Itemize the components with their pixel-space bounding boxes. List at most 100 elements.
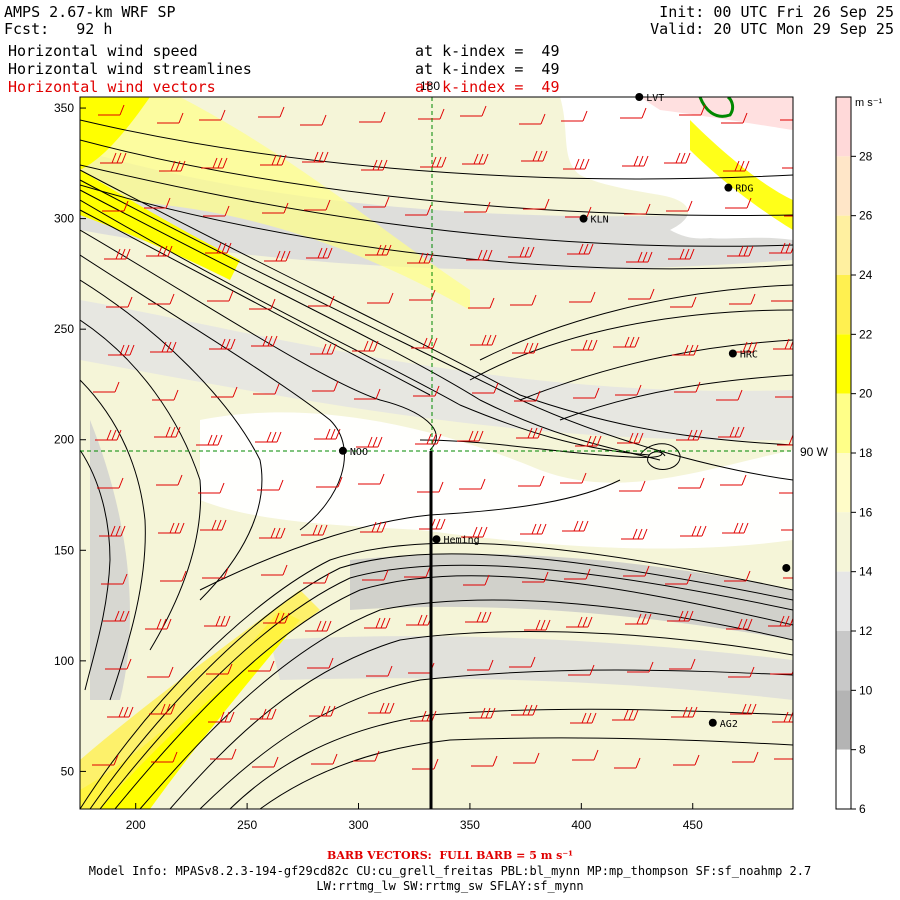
wind-barb <box>510 294 537 306</box>
colorbar-tick-label: 28 <box>859 149 873 163</box>
wind-barb <box>205 242 232 254</box>
streamline <box>80 199 651 456</box>
wind-barb <box>366 665 393 677</box>
wind-barb <box>567 243 594 255</box>
wind-barb <box>728 666 755 678</box>
wind-barb <box>211 386 238 398</box>
wind-barb <box>782 167 793 169</box>
wind-barb <box>261 564 288 576</box>
forecast-hours: Fcst: 92 h <box>4 21 112 38</box>
colorbar-tick-label: 6 <box>859 802 866 816</box>
wind-barb <box>264 250 291 262</box>
wind-barb <box>149 703 176 715</box>
streamline <box>169 631 793 809</box>
wind-barb <box>571 339 598 351</box>
wind-barb <box>727 245 754 257</box>
wind-barb <box>263 612 290 624</box>
wind-barb <box>199 109 226 121</box>
wind-barb <box>465 611 492 623</box>
wind-barb <box>780 119 793 121</box>
wind-barb <box>512 342 539 354</box>
y-tick-label: 300 <box>54 212 74 226</box>
y-tick-label: 150 <box>54 543 74 557</box>
wind-barb <box>459 478 486 490</box>
wind-barb <box>95 429 122 441</box>
wind-barb <box>206 663 233 675</box>
wind-barb <box>310 343 337 355</box>
wind-barb <box>774 758 793 760</box>
wind-barb <box>405 204 432 216</box>
colorbar-swatch <box>836 156 851 216</box>
wind-barb <box>208 711 235 723</box>
wind-barb <box>365 244 392 256</box>
y-tick-label: 200 <box>54 433 74 447</box>
wind-barb <box>468 297 495 309</box>
station-marker <box>338 446 347 455</box>
wind-barb <box>523 198 550 210</box>
y-tick-label: 250 <box>54 322 74 336</box>
wind-barb <box>361 159 388 171</box>
colorbar-swatch <box>836 215 851 275</box>
station-marker <box>728 349 737 358</box>
wind-barb <box>248 660 275 672</box>
wind-barb <box>471 755 498 767</box>
wind-barb <box>730 703 757 715</box>
wind-barb <box>516 427 543 439</box>
streamline <box>89 553 793 809</box>
wind-barb <box>560 472 587 484</box>
barb-legend: BARB VECTORS: FULL BARB = 5 m s⁻¹ <box>0 848 900 863</box>
wind-barb <box>680 525 707 537</box>
streamline <box>80 164 793 247</box>
wind-barb <box>160 570 187 582</box>
wind-barb <box>612 709 639 721</box>
wind-barb <box>252 756 279 768</box>
streamline <box>80 189 661 461</box>
wind-barb <box>196 434 223 446</box>
colorbar-tick-label: 8 <box>859 743 866 757</box>
wind-barb <box>356 436 383 448</box>
wind-barb <box>152 389 179 401</box>
wind-barb <box>461 526 488 538</box>
wind-barb <box>249 298 276 310</box>
wind-barb <box>625 613 652 625</box>
wind-barb <box>314 428 341 440</box>
streamline <box>80 169 793 446</box>
wind-barb <box>99 525 126 537</box>
wind-barb <box>250 708 277 720</box>
wind-barb <box>306 247 333 259</box>
wind-barb <box>151 751 178 763</box>
wind-barb <box>262 202 289 214</box>
wind-barb <box>679 104 706 116</box>
wind-barb <box>676 429 703 441</box>
model-title: AMPS 2.67-km WRF SP <box>4 3 176 21</box>
station-label: AG2 <box>720 719 738 730</box>
x-tick-label: 200 <box>126 818 146 832</box>
wind-barb <box>720 474 747 486</box>
colorbar-tick-label: 14 <box>859 565 873 579</box>
wind-barb <box>508 246 535 258</box>
wind-barb <box>146 245 173 257</box>
wind-barb <box>147 666 174 678</box>
wind-barb <box>562 520 589 532</box>
colorbar-swatch <box>836 453 851 513</box>
wind-barb <box>726 618 753 630</box>
wind-barb <box>307 657 334 669</box>
wind-barb <box>729 293 756 305</box>
wind-barb <box>145 618 172 630</box>
wind-barb <box>779 492 793 494</box>
wind-barb <box>102 200 129 212</box>
colorbar-tick-label: 12 <box>859 624 873 638</box>
wind-barb <box>721 112 748 124</box>
wind-barb <box>573 387 600 399</box>
wind-barb <box>561 110 588 122</box>
wind-barb <box>509 656 536 668</box>
model-info: Model Info: MPASv8.2.3-194-gf29cd82c CU:… <box>88 864 812 878</box>
wind-barb <box>614 757 641 769</box>
wind-barb <box>665 573 692 585</box>
colorbar-tick-label: 18 <box>859 446 873 460</box>
wind-barb <box>407 252 434 264</box>
wind-barb <box>158 522 185 534</box>
wind-barb <box>148 293 175 305</box>
wind-barb <box>569 291 596 303</box>
